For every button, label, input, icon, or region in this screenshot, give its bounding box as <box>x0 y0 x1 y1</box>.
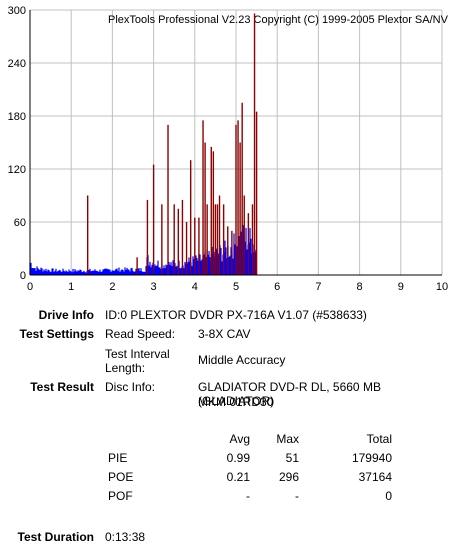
y-tick-label: 60 <box>14 217 26 229</box>
row-pie-total: 179940 <box>351 451 392 465</box>
test-settings-label: Test Settings <box>19 327 94 341</box>
row-pie-max: 51 <box>285 451 299 465</box>
test-duration-value: 0:13:38 <box>105 530 146 544</box>
x-tick-label: 4 <box>192 281 198 293</box>
x-tick-label: 6 <box>274 281 280 293</box>
data-marks <box>29 13 258 275</box>
y-tick-label: 240 <box>8 58 26 70</box>
x-tick-label: 7 <box>315 281 321 293</box>
y-tick-label: 120 <box>8 164 26 176</box>
test-interval-value: Middle Accuracy <box>198 353 286 367</box>
header-max: Max <box>276 432 299 446</box>
drive-info-label: Drive Info <box>38 308 94 322</box>
row-pof-name: POF <box>108 489 133 503</box>
y-tick-label: 180 <box>8 111 26 123</box>
header-avg: Avg <box>229 432 250 446</box>
row-poe-avg: 0.21 <box>226 470 250 484</box>
test-result-label: Test Result <box>30 380 94 394</box>
row-pof-total: 0 <box>385 489 392 503</box>
row-pof-avg: - <box>246 489 250 503</box>
y-tick-label: 0 <box>20 270 26 282</box>
row-pof-max: - <box>295 489 299 503</box>
read-speed-value: 3-8X CAV <box>198 327 251 341</box>
disc-info-label: Disc Info: <box>105 380 156 394</box>
y-tick-label: 300 <box>8 5 26 17</box>
row-poe-max: 296 <box>278 470 299 484</box>
x-tick-label: 10 <box>436 281 448 293</box>
drive-info-value: ID:0 PLEXTOR DVDR PX-716A V1.07 (#538633… <box>105 308 367 322</box>
x-tick-label: 1 <box>68 281 74 293</box>
header-total: Total <box>366 432 392 446</box>
test-interval-label-line2: Length: <box>105 361 146 375</box>
row-pie-name: PIE <box>108 451 128 465</box>
row-poe-name: POE <box>108 470 134 484</box>
watermark: PlexTools Professional V2.23 Copyright (… <box>108 14 449 26</box>
axes: 0 1 2 3 4 5 6 7 8 9 10 0 60 120 180 240 300 <box>8 5 448 293</box>
test-duration-label: Test Duration <box>17 530 94 544</box>
row-pie-avg: 0.99 <box>226 451 250 465</box>
row-poe-total: 37164 <box>358 470 392 484</box>
x-tick-label: 3 <box>151 281 157 293</box>
x-tick-label: 5 <box>233 281 239 293</box>
x-tick-label: 0 <box>27 281 33 293</box>
read-speed-label: Read Speed: <box>105 327 176 341</box>
test-interval-label-line1: Test Interval <box>105 347 170 361</box>
disc-info-line1: GLADIATOR DVD-R DL, 5660 MB (GLADIATOR) <box>198 380 381 408</box>
disc-info-line2: MKM 01RD30 <box>198 395 274 409</box>
x-tick-label: 9 <box>398 281 404 293</box>
x-tick-label: 2 <box>109 281 115 293</box>
error-chart: PlexTools Professional V2.23 Copyright (… <box>8 5 449 293</box>
x-tick-label: 8 <box>357 281 363 293</box>
